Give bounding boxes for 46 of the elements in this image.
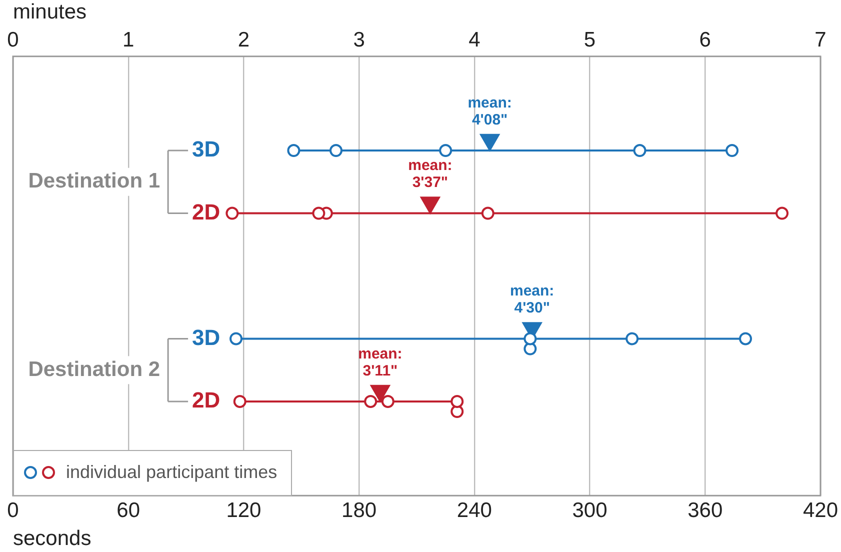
point <box>439 144 452 158</box>
x2-tick-label: 2 <box>238 28 250 52</box>
point <box>287 144 300 158</box>
x2-tick-label: 4 <box>468 28 481 52</box>
y-tick-label: 2D <box>192 388 220 413</box>
legend-label: individual participant times <box>66 462 278 484</box>
y-tick-label: 3D <box>192 136 220 162</box>
point <box>739 332 752 346</box>
point <box>776 206 789 220</box>
data-label: mean: 4'30" <box>510 282 554 317</box>
y-tick-label: 3D <box>192 324 220 350</box>
x-tick-label: 120 <box>226 498 262 522</box>
x2-tick-label: 0 <box>7 28 19 52</box>
point <box>233 394 246 408</box>
annotation: Destination 1 <box>28 170 160 193</box>
point <box>364 394 378 408</box>
point <box>226 206 239 220</box>
point <box>524 332 537 346</box>
x-tick-label: 0 <box>7 498 19 522</box>
x2-tick-label: 7 <box>814 28 826 52</box>
x2-tick-label: 6 <box>699 28 711 52</box>
point <box>381 394 394 408</box>
x-tick-label: 180 <box>342 498 377 522</box>
x-tick-label: 300 <box>572 498 608 522</box>
point <box>481 206 494 220</box>
point <box>450 394 464 408</box>
annotation: Destination 2 <box>28 358 160 381</box>
x2-tick-label: 1 <box>122 28 134 52</box>
x2-tick-label: 5 <box>584 28 596 52</box>
data-label: mean: 3'11" <box>358 345 402 380</box>
data-label: mean: 3'37" <box>408 157 452 192</box>
point <box>726 144 739 158</box>
x-tick-label: 240 <box>456 498 492 522</box>
x-tick-label: 360 <box>688 498 723 522</box>
x-tick-label: 420 <box>802 498 838 522</box>
point <box>312 206 326 220</box>
data-label: mean: 4'08" <box>468 94 512 128</box>
x2-tick-label: 3 <box>353 28 365 52</box>
x-axis-title: seconds <box>13 527 92 550</box>
y-tick-label: 2D <box>192 199 220 224</box>
x-tick-label: 60 <box>116 498 140 522</box>
point <box>230 332 243 346</box>
point <box>329 144 342 158</box>
x2-axis-title: minutes <box>13 0 87 24</box>
point <box>633 144 646 158</box>
point <box>626 332 639 346</box>
